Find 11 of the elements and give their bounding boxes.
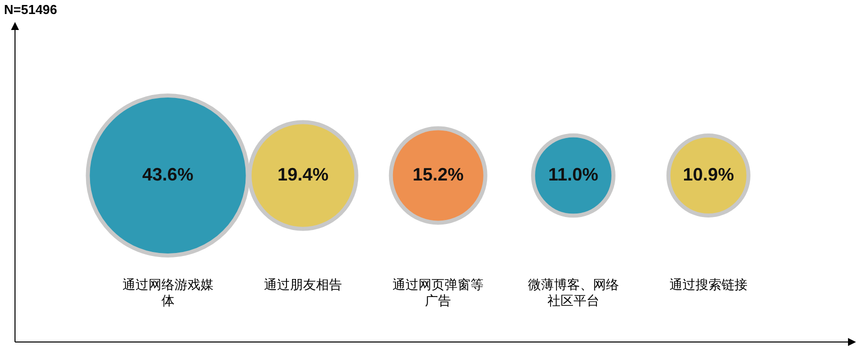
- data-label: 11.0%: [548, 164, 598, 184]
- data-label: 43.6%: [142, 164, 194, 184]
- category-label: 通过网络游戏媒体: [122, 278, 214, 309]
- category-label: 通过搜索链接: [669, 278, 748, 294]
- category-label: 通过朋友相告: [264, 278, 342, 294]
- data-label: 15.2%: [412, 164, 464, 184]
- category-label: 微薄博客、网络社区平台: [528, 277, 619, 309]
- category-label: 通过网页弹窗等广告: [392, 277, 484, 309]
- data-label: 19.4%: [277, 164, 328, 184]
- text: N=51496: [4, 2, 58, 18]
- data-label: 10.9%: [682, 164, 734, 184]
